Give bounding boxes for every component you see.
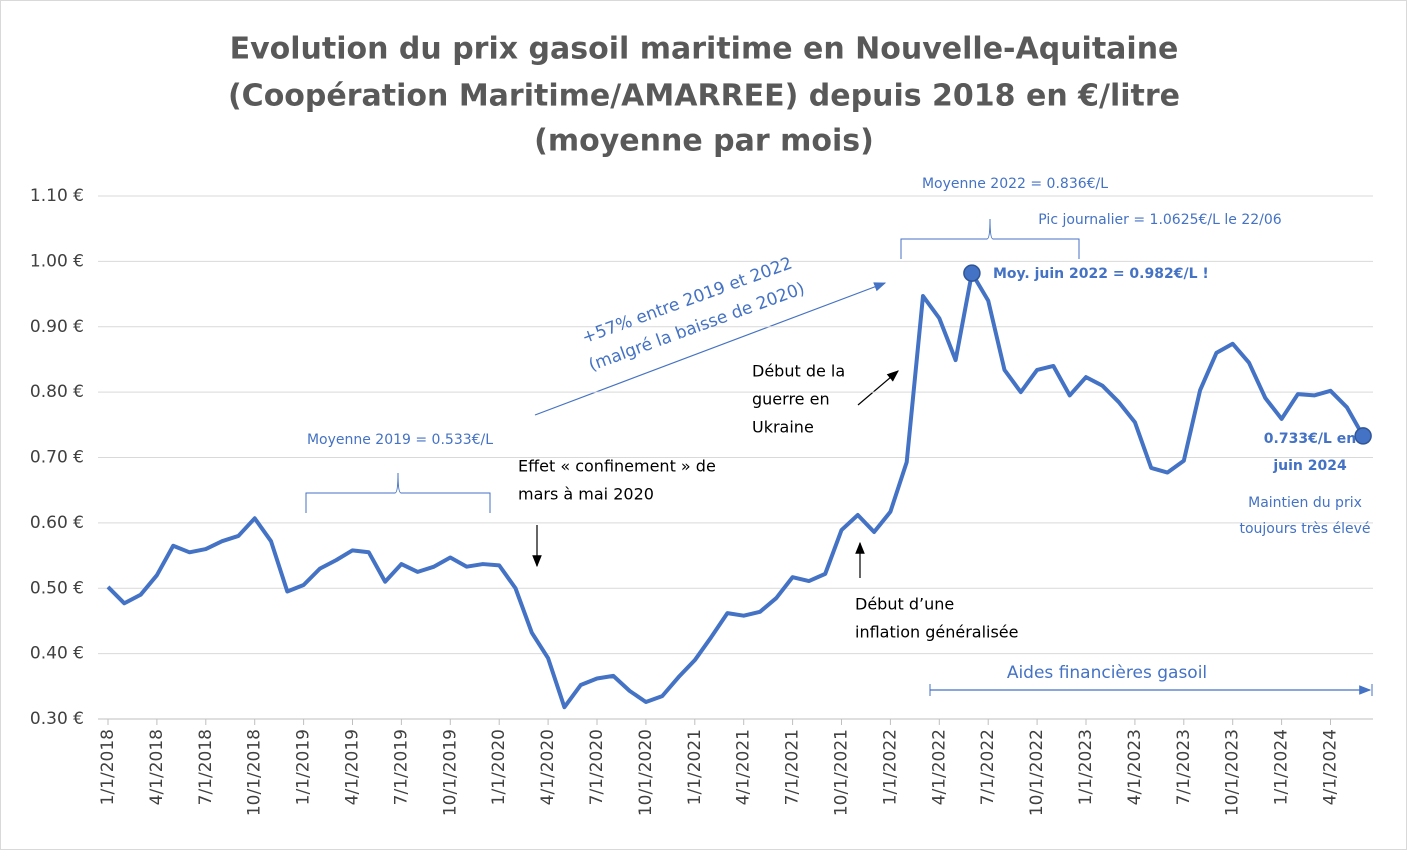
y-tick-label: 1.10 € <box>30 186 84 206</box>
data-line <box>106 271 1365 710</box>
annotation: guerre en <box>752 390 830 409</box>
highlight-point <box>1354 427 1372 445</box>
y-tick-label: 0.40 € <box>30 644 84 664</box>
x-tick-label: 10/1/2019 <box>440 729 460 816</box>
x-tick-label: 10/1/2018 <box>245 729 265 816</box>
chart-subtitle: (moyenne par mois) <box>534 124 874 159</box>
trend-arrow <box>534 282 887 416</box>
brace-2022 <box>900 218 1080 259</box>
annotation: toujours très élevé <box>1239 521 1370 537</box>
annotation: 0.733€/L en <box>1264 431 1356 447</box>
x-tick-label: 4/1/2020 <box>538 729 558 805</box>
war-arrow <box>857 370 899 406</box>
x-tick-label: 1/1/2024 <box>1272 729 1292 805</box>
annotation: Début d’une <box>855 595 954 614</box>
x-tick-label: 4/1/2018 <box>147 729 167 805</box>
x-tick-label: 7/1/2021 <box>783 729 803 805</box>
x-tick-label: 4/1/2024 <box>1321 729 1341 805</box>
x-tick-label: 4/1/2019 <box>343 729 363 805</box>
x-tick-label: 7/1/2022 <box>978 729 998 805</box>
chart-subtitle: (Coopération Maritime/AMARREE) depuis 20… <box>228 79 1180 114</box>
y-tick-label: 0.90 € <box>30 317 84 337</box>
y-tick-label: 1.00 € <box>30 251 84 271</box>
annotation: Moyenne 2022 = 0.836€/L <box>922 176 1108 192</box>
x-tick-label: 7/1/2018 <box>196 729 216 805</box>
x-tick-label: 7/1/2023 <box>1174 729 1194 805</box>
annotation: Moy. juin 2022 = 0.982€/L ! <box>993 266 1209 282</box>
x-tick-label: 1/1/2023 <box>1076 729 1096 805</box>
x-tick-label: 1/1/2020 <box>489 729 509 805</box>
annotation: Maintien du prix <box>1248 495 1362 511</box>
x-tick-label: 4/1/2023 <box>1125 729 1145 805</box>
y-tick-label: 0.70 € <box>30 448 84 468</box>
x-tick-label: 1/1/2019 <box>294 729 314 805</box>
x-tick-label: 7/1/2019 <box>391 729 411 805</box>
y-tick-label: 0.30 € <box>30 709 84 729</box>
y-tick-label: 0.50 € <box>30 578 84 598</box>
y-tick-label: 0.60 € <box>30 513 84 533</box>
brace-2019 <box>305 472 491 513</box>
annotation: juin 2024 <box>1272 458 1347 474</box>
annotation: Aides financières gasoil <box>1007 663 1207 683</box>
x-tick-label: 10/1/2021 <box>832 729 852 816</box>
chart-title: Evolution du prix gasoil maritime en Nou… <box>230 32 1179 67</box>
x-tick-label: 10/1/2022 <box>1027 729 1047 816</box>
x-tick-label: 10/1/2023 <box>1223 729 1243 816</box>
x-tick-label: 1/1/2022 <box>880 729 900 805</box>
x-tick-label: 7/1/2020 <box>587 729 607 805</box>
annotation: mars à mai 2020 <box>518 485 654 504</box>
annotation: Moyenne 2019 = 0.533€/L <box>307 432 493 448</box>
x-tick-label: 1/1/2021 <box>685 729 705 805</box>
annotation: Ukraine <box>752 418 814 437</box>
annotation: Pic journalier = 1.0625€/L le 22/06 <box>1038 212 1281 228</box>
highlight-point <box>963 264 981 282</box>
annotation: Effet « confinement » de <box>518 457 716 476</box>
y-tick-label: 0.80 € <box>30 382 84 402</box>
x-tick-label: 4/1/2021 <box>734 729 754 805</box>
annotation: Début de la <box>752 362 845 381</box>
x-tick-label: 10/1/2020 <box>636 729 656 816</box>
x-tick-label: 4/1/2022 <box>929 729 949 805</box>
annotation: inflation généralisée <box>855 623 1018 642</box>
x-tick-label: 1/1/2018 <box>98 729 118 805</box>
